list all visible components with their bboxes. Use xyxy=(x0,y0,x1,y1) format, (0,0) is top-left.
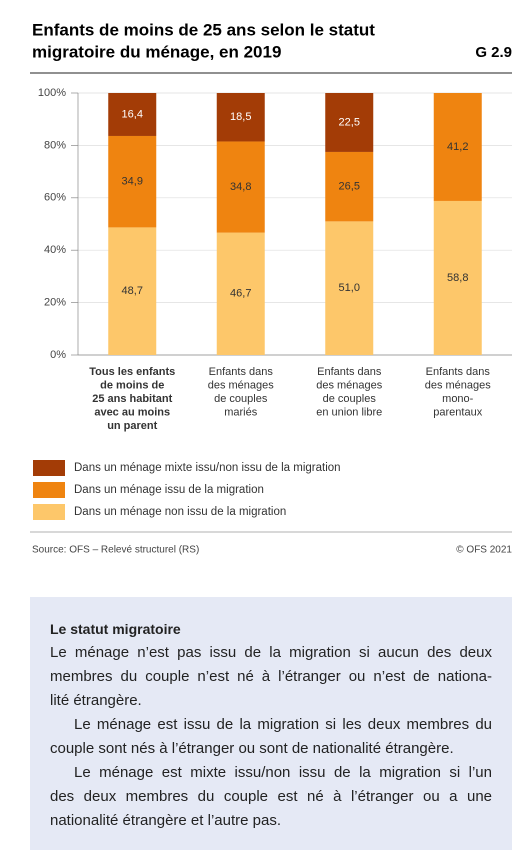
value-label: 34,9 xyxy=(122,176,143,188)
x-tick-label: Tous les enfants xyxy=(89,366,175,378)
x-tick-label: de moins de xyxy=(100,379,164,391)
x-tick-label: des ménages xyxy=(208,379,275,391)
x-tick-label: des ménages xyxy=(316,379,383,391)
y-tick-label: 100% xyxy=(38,87,66,99)
value-label: 41,2 xyxy=(447,141,468,153)
source: Source: OFS – Relevé structurel (RS) xyxy=(32,545,199,556)
y-tick-label: 0% xyxy=(50,349,66,361)
y-tick-label: 60% xyxy=(44,192,66,204)
info-line: Le ménage est issu de la migration si le… xyxy=(74,716,492,733)
y-tick-label: 20% xyxy=(44,297,66,309)
x-tick-label: de couples xyxy=(214,393,268,405)
info-box: Le statut migratoire Le ménage n’est pas… xyxy=(30,597,512,850)
value-label: 58,8 xyxy=(447,272,468,284)
x-tick-label: un parent xyxy=(107,420,157,432)
x-tick-label: Enfants dans xyxy=(426,366,491,378)
value-label: 51,0 xyxy=(339,282,360,294)
bar-segment xyxy=(325,151,374,222)
legend-label: Dans un ménage non issu de la migration xyxy=(74,506,286,518)
value-label: 22,5 xyxy=(339,116,360,128)
value-label: 18,5 xyxy=(230,111,251,123)
x-tick-label: des ménages xyxy=(425,379,492,391)
info-line: couple sont nés à l’étranger ou sont de … xyxy=(50,740,454,757)
legend-swatch xyxy=(33,482,65,498)
figure-id: G 2.9 xyxy=(475,44,512,61)
chart-title: Enfants de moins de 25 ans selon le stat… xyxy=(32,20,375,39)
x-tick-label: avec au moins xyxy=(94,406,170,418)
x-tick-label: Enfants dans xyxy=(317,366,382,378)
bar-segment xyxy=(108,93,157,136)
bar-segment xyxy=(108,227,157,355)
y-tick-label: 80% xyxy=(44,139,66,151)
info-line: membres du couple n’est né à l’étranger … xyxy=(50,668,492,685)
value-label: 34,8 xyxy=(230,181,251,193)
info-line: Le ménage n’est pas issu de la migration… xyxy=(50,644,492,661)
legend-swatch xyxy=(33,460,65,476)
chart-title: migratoire du ménage, en 2019 xyxy=(32,42,281,61)
legend-label: Dans un ménage issu de la migration xyxy=(74,484,264,496)
bar-segment xyxy=(216,93,265,142)
value-label: 48,7 xyxy=(122,285,143,297)
x-tick-label: mono- xyxy=(442,393,474,405)
bar-segment xyxy=(325,221,374,355)
bar-segment xyxy=(433,200,482,355)
legend-swatch xyxy=(33,504,65,520)
info-line: nationalité étrangère et l’autre pas. xyxy=(50,812,281,829)
info-line: Le ménage est mixte issu/non issu de la … xyxy=(74,764,492,781)
x-tick-label: Enfants dans xyxy=(209,366,274,378)
value-label: 26,5 xyxy=(339,181,360,193)
x-tick-label: en union libre xyxy=(316,406,382,418)
value-label: 16,4 xyxy=(122,108,143,120)
y-tick-label: 40% xyxy=(44,244,66,256)
info-line: lité étrangère. xyxy=(50,692,142,709)
bar-segment xyxy=(216,232,265,355)
x-tick-label: parentaux xyxy=(433,406,482,418)
chart: Enfants de moins de 25 ans selon le stat… xyxy=(30,20,512,556)
bar-segment xyxy=(433,93,482,201)
x-tick-label: de couples xyxy=(323,393,377,405)
value-label: 46,7 xyxy=(230,288,251,300)
info-line: des deux membres du couple est né à l’ét… xyxy=(50,788,492,805)
copyright: © OFS 2021 xyxy=(456,545,512,556)
bar-segment xyxy=(108,135,157,228)
x-tick-label: 25 ans habitant xyxy=(92,393,172,405)
bar-segment xyxy=(325,93,374,152)
legend-label: Dans un ménage mixte issu/non issu de la… xyxy=(74,462,341,474)
bar-segment xyxy=(216,141,265,233)
info-title: Le statut migratoire xyxy=(50,621,181,637)
x-tick-label: mariés xyxy=(224,406,258,418)
